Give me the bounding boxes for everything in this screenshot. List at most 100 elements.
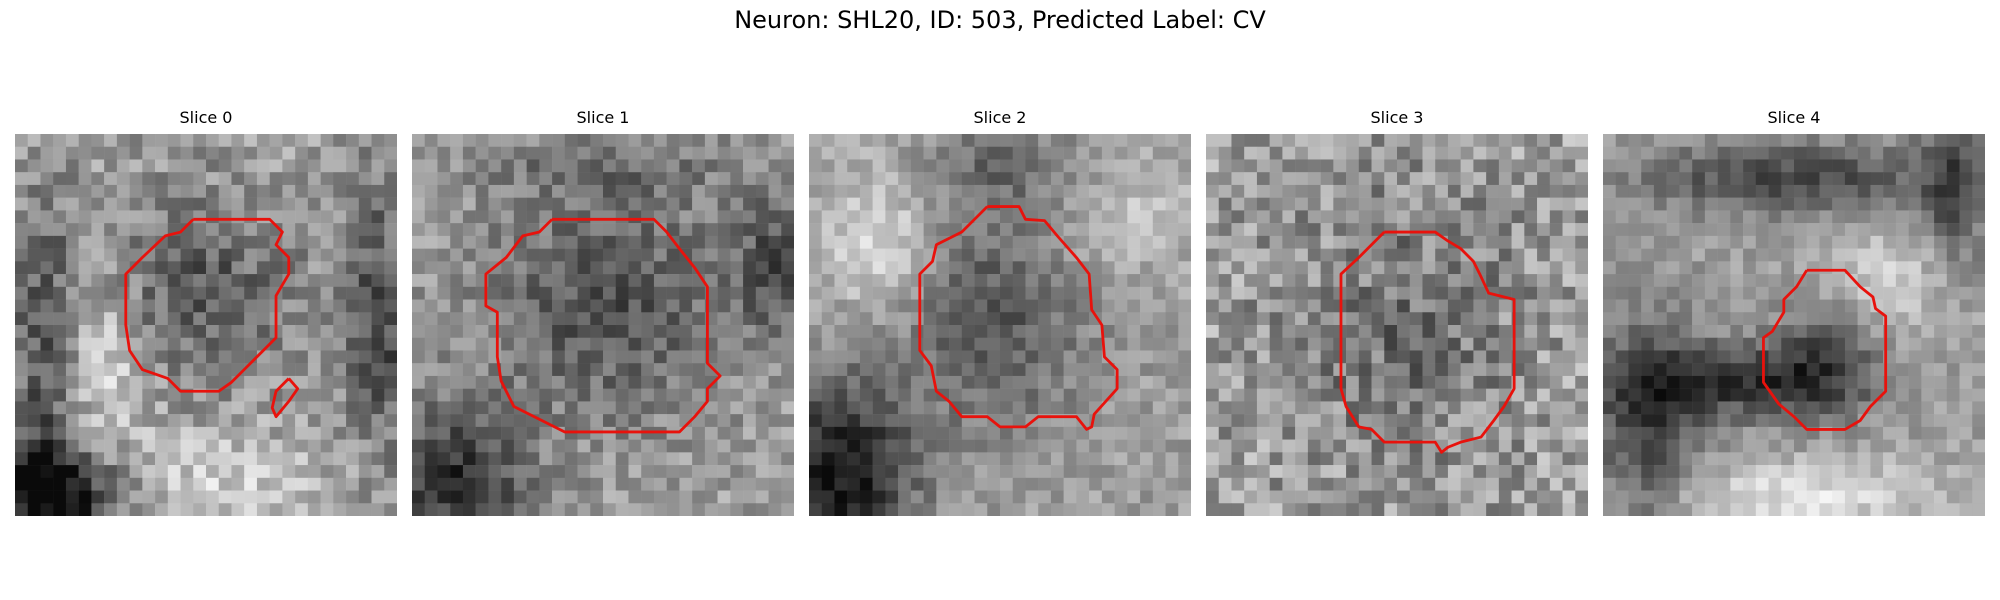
image-pixel (40, 325, 54, 338)
image-pixel (641, 401, 655, 415)
image-pixel (231, 210, 245, 224)
image-pixel (244, 312, 258, 326)
image-pixel (1460, 197, 1474, 211)
image-pixel (974, 286, 988, 300)
image-pixel (1447, 426, 1461, 440)
image-pixel (1127, 452, 1141, 466)
image-pixel (206, 146, 219, 160)
image-pixel (1127, 350, 1141, 364)
image-pixel (256, 388, 270, 402)
image-pixel (923, 159, 937, 173)
image-pixel (1282, 286, 1296, 300)
image-pixel (1460, 299, 1474, 313)
image-pixel (1397, 375, 1410, 389)
image-pixel (666, 286, 680, 300)
image-pixel (821, 477, 835, 491)
image-pixel (590, 477, 604, 491)
image-pixel (628, 184, 642, 198)
image-pixel (1921, 465, 1935, 479)
image-pixel (91, 363, 105, 377)
image-pixel (218, 426, 232, 440)
image-pixel (1537, 235, 1551, 249)
image-pixel (78, 426, 92, 440)
image-pixel (1165, 197, 1179, 211)
image-pixel (936, 274, 950, 288)
image-pixel (987, 426, 1001, 440)
image-pixel (1870, 172, 1884, 186)
image-pixel (412, 439, 425, 453)
image-pixel (1679, 146, 1693, 160)
image-pixel (1244, 312, 1258, 326)
image-pixel (488, 490, 502, 504)
image-pixel (1165, 312, 1179, 326)
image-pixel (1549, 146, 1563, 160)
image-pixel (155, 388, 169, 402)
image-pixel (116, 426, 130, 440)
image-pixel (91, 439, 105, 453)
image-pixel (1603, 248, 1616, 262)
image-pixel (821, 375, 835, 389)
image-pixel (1218, 350, 1232, 364)
image-pixel (743, 299, 757, 313)
image-pixel (692, 401, 706, 415)
image-pixel (142, 414, 156, 428)
image-pixel (1537, 274, 1551, 288)
image-pixel (552, 439, 566, 453)
image-pixel (1486, 146, 1500, 160)
image-pixel (730, 325, 744, 338)
image-pixel (834, 426, 848, 440)
image-pixel (704, 134, 718, 147)
image-pixel (692, 325, 706, 338)
image-pixel (193, 184, 207, 198)
image-pixel (424, 299, 438, 313)
image-pixel (1679, 286, 1693, 300)
image-pixel (1666, 465, 1680, 479)
image-pixel (859, 337, 873, 351)
image-pixel (295, 426, 309, 440)
image-pixel (1562, 414, 1576, 428)
image-pixel (1282, 248, 1296, 262)
image-pixel (821, 388, 835, 402)
image-pixel (847, 312, 861, 326)
image-pixel (1358, 248, 1372, 262)
image-pixel (40, 146, 54, 160)
image-pixel (358, 490, 372, 504)
image-pixel (1295, 363, 1309, 377)
image-pixel (1371, 477, 1385, 491)
image-pixel (1908, 337, 1922, 351)
image-pixel (1641, 210, 1655, 224)
image-pixel (1959, 439, 1973, 453)
image-pixel (1704, 465, 1718, 479)
image-pixel (768, 210, 782, 224)
image-pixel (809, 223, 822, 237)
image-pixel (1794, 388, 1807, 402)
image-pixel (1101, 401, 1115, 415)
image-pixel (809, 490, 822, 504)
image-pixel (885, 414, 899, 428)
image-pixel (218, 401, 232, 415)
image-pixel (1794, 439, 1807, 453)
image-pixel (1730, 477, 1744, 491)
image-pixel (1704, 172, 1718, 186)
image-pixel (180, 210, 194, 224)
image-pixel (1794, 172, 1807, 186)
image-pixel (1498, 235, 1512, 249)
image-pixel (1603, 452, 1616, 466)
image-pixel (193, 452, 207, 466)
image-pixel (1908, 184, 1922, 198)
image-pixel (603, 159, 616, 173)
image-pixel (755, 274, 769, 288)
image-pixel (666, 325, 680, 338)
image-pixel (603, 477, 616, 491)
image-pixel (936, 426, 950, 440)
image-pixel (142, 401, 156, 415)
image-pixel (641, 414, 655, 428)
image-pixel (1806, 248, 1820, 262)
image-pixel (307, 274, 321, 288)
image-pixel (1282, 197, 1296, 211)
image-pixel (1946, 465, 1960, 479)
image-pixel (936, 146, 950, 160)
image-pixel (1384, 426, 1398, 440)
image-pixel (768, 490, 782, 504)
image-pixel (1498, 337, 1512, 351)
